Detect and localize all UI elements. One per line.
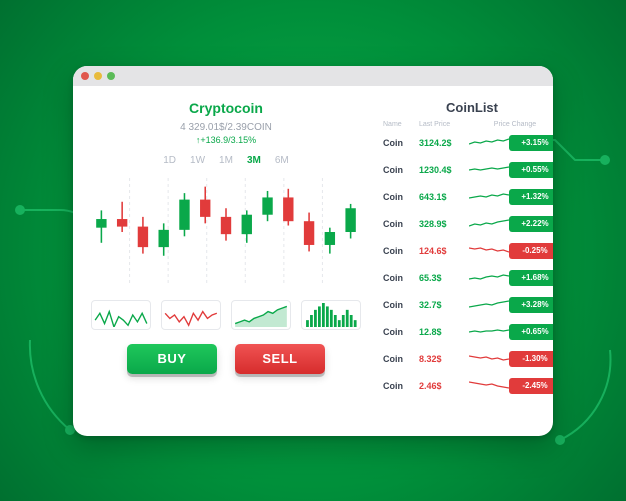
coin-price: 1230.4$: [419, 165, 469, 175]
coinlist-header: Name Last Price Price Change: [383, 121, 553, 128]
sparkline: [469, 217, 509, 231]
coin-row[interactable]: Coin8.32$ -1.30%: [383, 348, 553, 370]
coin-row[interactable]: Coin32.7$ +3.28%: [383, 294, 553, 316]
sparkline: [469, 271, 509, 285]
candlestick-chart: [91, 172, 361, 292]
app-window: Cryptocoin 4 329.01$/2.39COIN ↑+136.9/3.…: [73, 66, 553, 436]
col-change: Price Change: [469, 121, 553, 128]
coin-row[interactable]: Coin12.8$ +0.65%: [383, 321, 553, 343]
change-badge: +3.28%: [509, 297, 553, 313]
coin-price: 12.8$: [419, 327, 469, 337]
sparkline: [469, 136, 509, 150]
coin-row[interactable]: Coin124.6$ -0.25%: [383, 240, 553, 262]
minimize-icon[interactable]: [94, 72, 102, 80]
change-badge: +1.68%: [509, 270, 553, 286]
coin-price: 124.6$: [419, 246, 469, 256]
buy-button[interactable]: BUY: [127, 344, 217, 374]
coin-price: 2.46$: [419, 381, 469, 391]
coin-name: Coin: [383, 381, 419, 391]
coin-name: Coin: [383, 165, 419, 175]
change-badge: +1.32%: [509, 189, 553, 205]
change-badge: +3.15%: [509, 135, 553, 151]
change-badge: +0.55%: [509, 162, 553, 178]
coin-row[interactable]: Coin65.3$ +1.68%: [383, 267, 553, 289]
coin-name: Coin: [383, 300, 419, 310]
coin-price: 32.7$: [419, 300, 469, 310]
crypto-title: Cryptocoin: [189, 100, 263, 116]
sell-button[interactable]: SELL: [235, 344, 325, 374]
coin-price: 328.9$: [419, 219, 469, 229]
sparkline: [469, 379, 509, 393]
mini-chart-3[interactable]: [301, 300, 361, 330]
timeframe-tabs: 1D 1W 1M 3M 6M: [163, 155, 289, 166]
timeframe-1d[interactable]: 1D: [163, 155, 176, 166]
titlebar: [73, 66, 553, 86]
close-icon[interactable]: [81, 72, 89, 80]
timeframe-1m[interactable]: 1M: [219, 155, 233, 166]
coinlist-panel: CoinList Name Last Price Price Change Co…: [375, 86, 553, 436]
col-price: Last Price: [419, 121, 469, 128]
coin-row[interactable]: Coin328.9$ +2.22%: [383, 213, 553, 235]
sparkline: [469, 190, 509, 204]
coin-name: Coin: [383, 138, 419, 148]
sparkline: [469, 352, 509, 366]
coin-price: 3124.2$: [419, 138, 469, 148]
coin-price: 643.1$: [419, 192, 469, 202]
crypto-panel: Cryptocoin 4 329.01$/2.39COIN ↑+136.9/3.…: [73, 86, 375, 436]
timeframe-1w[interactable]: 1W: [190, 155, 205, 166]
coin-row[interactable]: Coin3124.2$ +3.15%: [383, 132, 553, 154]
coin-name: Coin: [383, 246, 419, 256]
change-badge: +0.65%: [509, 324, 553, 340]
change-badge: +2.22%: [509, 216, 553, 232]
mini-chart-0[interactable]: [91, 300, 151, 330]
maximize-icon[interactable]: [107, 72, 115, 80]
mini-chart-2[interactable]: [231, 300, 291, 330]
col-name: Name: [383, 121, 419, 128]
coin-name: Coin: [383, 219, 419, 229]
coin-row[interactable]: Coin643.1$ +1.32%: [383, 186, 553, 208]
coin-name: Coin: [383, 273, 419, 283]
coin-name: Coin: [383, 354, 419, 364]
change-badge: -0.25%: [509, 243, 553, 259]
coin-price: 65.3$: [419, 273, 469, 283]
timeframe-3m[interactable]: 3M: [247, 155, 261, 166]
coin-name: Coin: [383, 327, 419, 337]
coin-row[interactable]: Coin2.46$ -2.45%: [383, 375, 553, 397]
coin-row[interactable]: Coin1230.4$ +0.55%: [383, 159, 553, 181]
sparkline: [469, 325, 509, 339]
change-line: ↑+136.9/3.15%: [196, 135, 256, 145]
timeframe-6m[interactable]: 6M: [275, 155, 289, 166]
sparkline: [469, 163, 509, 177]
sparkline: [469, 298, 509, 312]
change-badge: -2.45%: [509, 378, 553, 394]
coin-price: 8.32$: [419, 354, 469, 364]
price-line: 4 329.01$/2.39COIN: [180, 122, 272, 133]
sparkline: [469, 244, 509, 258]
coin-name: Coin: [383, 192, 419, 202]
mini-chart-1[interactable]: [161, 300, 221, 330]
change-badge: -1.30%: [509, 351, 553, 367]
coinlist-title: CoinList: [383, 100, 553, 115]
